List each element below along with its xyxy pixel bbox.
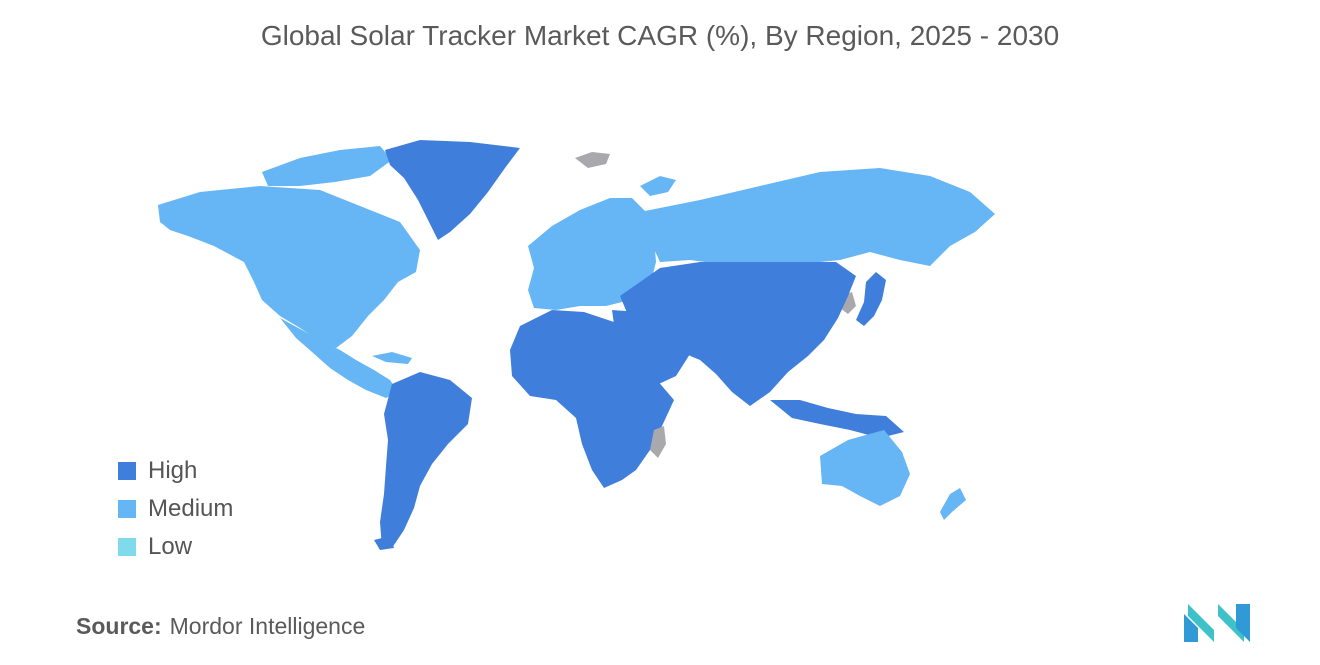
legend-swatch-high: [118, 462, 136, 480]
mordor-intelligence-logo-icon: [1184, 604, 1250, 642]
region-africa: [510, 310, 674, 488]
region-central-america: [280, 318, 398, 398]
region-south-america-tip: [374, 536, 394, 550]
legend-label-medium: Medium: [148, 495, 234, 522]
region-canada-arctic: [262, 146, 392, 186]
region-europe: [528, 198, 656, 310]
source-value: Mordor Intelligence: [169, 613, 366, 639]
legend-label-low: Low: [148, 533, 193, 560]
region-north-america: [158, 186, 420, 348]
region-russia: [640, 168, 995, 266]
region-asia: [620, 262, 856, 406]
legend: High Medium Low: [118, 452, 233, 566]
region-south-america: [380, 372, 472, 548]
region-australia: [820, 430, 910, 506]
region-new-zealand: [940, 488, 966, 520]
legend-label-high: High: [148, 457, 198, 484]
legend-item-low: Low: [118, 528, 233, 566]
region-southeast-asia: [770, 400, 904, 438]
legend-item-high: High: [118, 452, 233, 490]
source-note: Source: Mordor Intelligence: [76, 613, 365, 640]
region-greenland: [385, 140, 520, 240]
region-madagascar: [650, 426, 666, 458]
legend-swatch-low: [118, 538, 136, 556]
region-svalbard: [575, 152, 610, 168]
region-russia-arctic-isles: [640, 176, 676, 196]
source-label: Source:: [76, 613, 162, 639]
region-middle-east: [612, 310, 690, 388]
legend-swatch-medium: [118, 500, 136, 518]
legend-item-medium: Medium: [118, 490, 233, 528]
chart-title: Global Solar Tracker Market CAGR (%), By…: [260, 20, 1060, 51]
region-japan: [856, 272, 886, 326]
region-caribbean: [372, 352, 412, 364]
